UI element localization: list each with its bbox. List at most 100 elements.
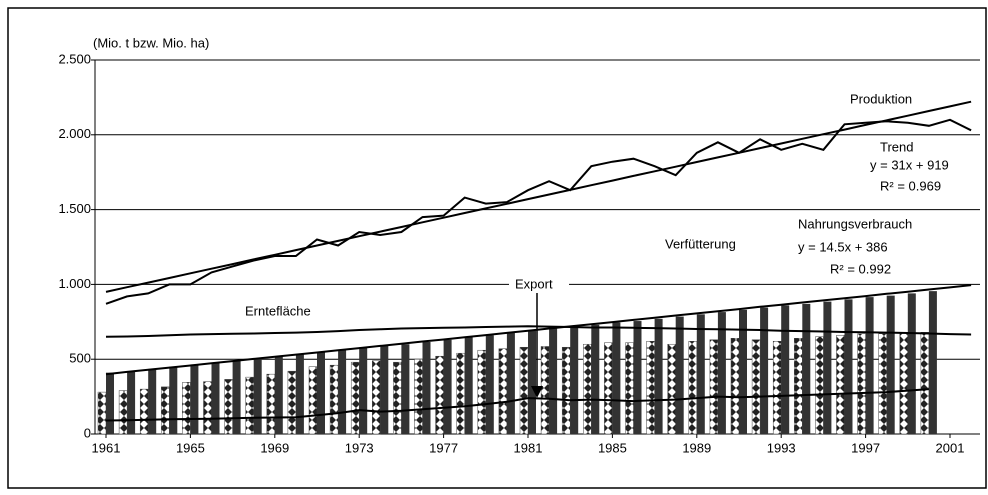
line — [105, 118, 972, 305]
bar — [519, 346, 529, 435]
bar — [907, 293, 916, 434]
bar — [148, 368, 157, 434]
bar — [646, 340, 655, 435]
x-tick-label: 1977 — [429, 440, 458, 455]
y-tick-label: 1.500 — [58, 201, 91, 216]
line — [105, 388, 929, 422]
bar — [561, 346, 571, 435]
bar — [506, 333, 515, 434]
bar — [802, 303, 811, 434]
trend-label: Trend — [880, 139, 913, 154]
series-label: Verfütterung — [665, 236, 736, 251]
bar — [709, 339, 719, 435]
frame — [7, 7, 987, 489]
bar — [920, 332, 930, 435]
bar — [211, 362, 220, 434]
bar — [794, 338, 803, 435]
y-tick-label: 0 — [84, 425, 91, 440]
bar — [169, 366, 178, 434]
trend-r2: R² = 0.969 — [880, 178, 941, 193]
bar — [772, 340, 782, 435]
bar — [667, 343, 676, 435]
unit-label: (Mio. t bzw. Mio. ha) — [93, 35, 209, 50]
line — [105, 100, 972, 293]
trend-equation: y = 31x + 919 — [870, 157, 949, 172]
bar — [203, 381, 212, 435]
bar — [97, 391, 107, 435]
bar — [498, 348, 508, 435]
bar — [760, 307, 769, 434]
bar — [106, 372, 114, 434]
bar — [118, 390, 128, 435]
bar — [414, 358, 423, 435]
line — [105, 284, 972, 376]
bar — [295, 353, 304, 434]
series-label: Nahrungsverbrauch — [798, 216, 912, 231]
bar — [287, 370, 297, 435]
bar — [528, 330, 536, 434]
x-tick-label: 1965 — [176, 440, 205, 455]
bar — [633, 321, 642, 434]
bar — [696, 314, 705, 434]
x-tick-label: 1973 — [345, 440, 374, 455]
bar — [224, 379, 233, 435]
bar — [654, 318, 663, 434]
bar — [464, 337, 473, 434]
x-tick-label: 1985 — [598, 440, 627, 455]
bar — [844, 299, 853, 434]
bar — [928, 291, 937, 434]
bar — [161, 386, 170, 435]
x-tick-label: 1993 — [767, 440, 796, 455]
bar — [688, 340, 698, 435]
bar — [857, 333, 866, 435]
bar — [886, 295, 895, 434]
x-tick-label: 1969 — [260, 440, 289, 455]
bar — [549, 328, 558, 434]
bar — [245, 376, 254, 435]
trend-equation: y = 14.5x + 386 — [798, 239, 888, 254]
series-label: Produktion — [850, 91, 912, 106]
bar — [815, 336, 824, 435]
bar — [591, 324, 600, 434]
bar — [899, 332, 909, 435]
bar — [604, 342, 613, 435]
x-tick-label: 1989 — [682, 440, 711, 455]
bar — [127, 371, 136, 434]
bar — [253, 358, 262, 434]
bar — [338, 350, 347, 434]
bar — [317, 351, 325, 434]
bar — [401, 344, 410, 434]
arrow-head — [531, 386, 543, 398]
bar — [274, 356, 283, 434]
bar — [730, 338, 740, 435]
y-tick-label: 500 — [69, 351, 91, 366]
bar — [477, 349, 487, 435]
label-bg — [509, 276, 569, 294]
y-tick-label: 1.000 — [58, 276, 91, 291]
bar — [865, 297, 874, 434]
y-tick-label: 2.500 — [58, 51, 91, 66]
bar — [380, 345, 389, 434]
bar — [443, 339, 452, 434]
bar — [190, 364, 199, 434]
series-label: Export — [515, 276, 553, 291]
line — [105, 325, 972, 338]
bar — [836, 335, 845, 435]
trend-r2: R² = 0.992 — [830, 261, 891, 276]
bar — [393, 361, 402, 435]
bar — [350, 361, 360, 435]
series-label: Erntefläche — [245, 303, 311, 318]
bar — [878, 333, 887, 435]
bar — [739, 309, 747, 434]
bar — [583, 343, 592, 435]
bar — [485, 335, 494, 434]
bar — [139, 388, 149, 435]
bar — [422, 341, 431, 434]
bar — [625, 342, 634, 435]
x-tick-label: 1997 — [851, 440, 880, 455]
bar — [675, 316, 684, 434]
bar — [329, 364, 339, 435]
bar — [612, 322, 621, 434]
bar — [359, 347, 368, 434]
